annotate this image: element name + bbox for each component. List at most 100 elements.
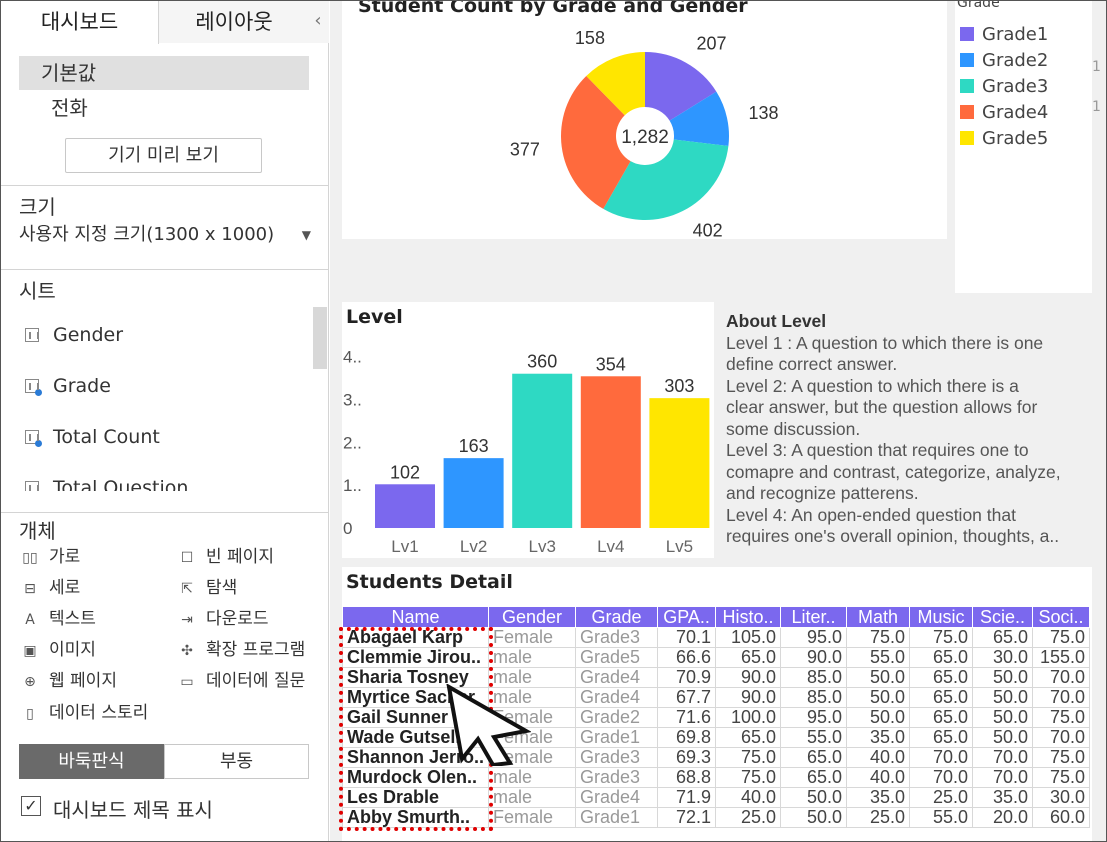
pie-data-label: 377: [510, 139, 540, 159]
sheet-item-total-count[interactable]: Total Count: [25, 422, 160, 452]
pie-slice-grade1[interactable]: [645, 52, 717, 121]
table-row[interactable]: Clemmie Jirou.. male Grade5 66.6 65.0 90.0 55.…: [341, 647, 1091, 668]
table-cell: male: [488, 647, 577, 668]
table-cell: Grade4: [575, 667, 659, 688]
table-cell: Grade3: [575, 627, 659, 648]
pie-chart: 207 138 402 377 158 1,282: [510, 28, 779, 239]
student-name-cell: Sharia Tosney: [341, 667, 490, 688]
table-cell: 65.0: [909, 667, 974, 688]
table-cell: 75.0: [1032, 627, 1091, 648]
floating-toggle[interactable]: 부동: [164, 744, 309, 779]
legend-item-grade3[interactable]: Grade3: [960, 76, 1048, 98]
column-header[interactable]: Math: [846, 606, 911, 628]
sheet-list-scrollbar[interactable]: [313, 307, 327, 369]
bar-lv1[interactable]: [375, 484, 435, 528]
pie-slice-grade5[interactable]: [586, 52, 645, 116]
legend-item-grade4[interactable]: Grade4: [960, 102, 1048, 124]
column-header[interactable]: Name: [341, 606, 490, 628]
table-cell: 50.0: [972, 727, 1034, 748]
bar-lv5[interactable]: [649, 398, 710, 528]
bar-lv4[interactable]: [580, 376, 641, 528]
legend-item-grade1[interactable]: Grade1: [960, 24, 1048, 46]
table-cell: 69.8: [657, 727, 717, 748]
sheet-item-grade[interactable]: Grade: [25, 371, 111, 401]
extension-icon: ✣: [181, 643, 193, 659]
column-header[interactable]: Soci..: [1032, 606, 1091, 628]
about-line: and recognize patterens.: [726, 483, 919, 503]
blank-page-icon: ☐: [180, 550, 194, 566]
size-dropdown[interactable]: 사용자 지정 크기(1300 x 1000) ▼: [19, 220, 311, 250]
pie-slice-grade4[interactable]: [561, 75, 631, 209]
bar-lv2[interactable]: [443, 458, 504, 528]
tab-layout[interactable]: 레이아웃: [159, 1, 309, 43]
object-text[interactable]: A 텍스트: [19, 606, 96, 632]
object-download[interactable]: ⇥ 다운로드: [176, 606, 268, 632]
students-detail-card: Students Detail Name Gender Grade GPA.. Hist…: [341, 567, 1092, 841]
pie-slice-grade2[interactable]: [669, 91, 729, 147]
table-cell: 105.0: [715, 627, 782, 648]
table-cell: 50.0: [846, 687, 911, 708]
download-icon: ⇥: [181, 612, 193, 628]
legend-swatch: [960, 105, 974, 119]
pie-chart-card[interactable]: Student Count by Grade and Gender 207 138…: [342, 1, 947, 239]
object-image[interactable]: ▣ 이미지: [19, 637, 96, 663]
show-title-checkbox[interactable]: ✓: [21, 796, 41, 816]
tiled-toggle[interactable]: 바둑판식: [19, 744, 164, 779]
object-data-story[interactable]: ▯ 데이터 스토리: [19, 700, 148, 726]
table-row[interactable]: Abby Smurth.. Female Grade1 72.1 25.0 50.0 25.…: [341, 807, 1091, 828]
legend-label: Grade2: [982, 50, 1049, 71]
column-header[interactable]: GPA..: [657, 606, 717, 628]
object-navigation[interactable]: ⇱ 탐색: [176, 575, 237, 601]
tab-dashboard[interactable]: 대시보드: [1, 1, 159, 44]
show-title-label: 대시보드 제목 표시: [53, 798, 213, 822]
table-row[interactable]: Sharia Tosney male Grade4 70.9 90.0 85.0 50.0 6…: [341, 667, 1091, 688]
bar-value-label: 354: [596, 354, 626, 374]
x-tick-label: Lv3: [528, 537, 555, 556]
edge-mark: 1: [1092, 99, 1101, 115]
table-row[interactable]: Myrtice Sacher male Grade4 67.7 90.0 85.0 50.0…: [341, 687, 1091, 708]
pie-data-label: 207: [696, 33, 726, 53]
chevron-down-icon: ▼: [301, 228, 311, 242]
table-cell: 65.0: [909, 687, 974, 708]
object-blank-page[interactable]: ☐ 빈 페이지: [176, 544, 274, 570]
column-header[interactable]: Liter..: [780, 606, 848, 628]
device-default[interactable]: 기본값: [19, 56, 309, 90]
column-header[interactable]: Music: [909, 606, 974, 628]
object-label: 탐색: [206, 578, 238, 598]
object-extension[interactable]: ✣ 확장 프로그램: [176, 637, 305, 663]
column-header[interactable]: Scie..: [972, 606, 1034, 628]
column-header[interactable]: Grade: [575, 606, 659, 628]
table-row[interactable]: Gail Sunner Female Grade2 71.6 100.0 95.0 50.0…: [341, 707, 1091, 728]
table-cell: Grade1: [575, 727, 659, 748]
table-cell: 69.3: [657, 747, 717, 768]
table-cell: 85.0: [780, 667, 848, 688]
x-tick-label: Lv5: [666, 537, 693, 556]
table-cell: Female: [488, 627, 577, 648]
sheet-item-gender[interactable]: Gender: [25, 320, 123, 350]
level-bar-chart-card[interactable]: Level 0 1.. 2.. 3.. 4.. 102 Lv1 163 Lv2 360 Lv3 354…: [342, 302, 714, 558]
object-ask-data[interactable]: ▭ 데이터에 질문: [176, 668, 305, 694]
student-name-cell: Wade Gutsell: [341, 727, 490, 748]
object-vertical[interactable]: ⊟ 세로: [19, 575, 80, 601]
table-cell: 35.0: [846, 787, 911, 808]
table-cell: 75.0: [1032, 747, 1091, 768]
device-phone[interactable]: 전화: [51, 96, 88, 120]
column-header[interactable]: Gender: [488, 606, 577, 628]
navigation-icon: ⇱: [181, 581, 193, 597]
object-web-page[interactable]: ⊕ 웹 페이지: [19, 668, 117, 694]
device-preview-button[interactable]: 기기 미리 보기: [65, 138, 262, 173]
sheet-item-total-question[interactable]: Total Question: [25, 473, 188, 491]
column-header[interactable]: Histo..: [715, 606, 782, 628]
collapse-panel-icon[interactable]: ‹: [307, 1, 329, 43]
table-row[interactable]: Abagael Karp Female Grade3 70.1 105.0 95.0 75.…: [341, 627, 1091, 648]
pie-slice-grade3[interactable]: [603, 139, 729, 220]
bar-lv3[interactable]: [512, 373, 573, 528]
table-row[interactable]: Les Drable male Grade4 71.9 40.0 50.0 35.0 25.0…: [341, 787, 1091, 808]
pie-chart-title: Student Count by Grade and Gender: [358, 0, 748, 17]
legend-item-grade5[interactable]: Grade5: [960, 128, 1048, 150]
table-cell: 67.7: [657, 687, 717, 708]
legend-item-grade2[interactable]: Grade2: [960, 50, 1048, 72]
size-dropdown-value: 사용자 지정 크기(1300 x 1000): [19, 224, 275, 245]
object-horizontal[interactable]: ▯▯ 가로: [19, 544, 80, 570]
